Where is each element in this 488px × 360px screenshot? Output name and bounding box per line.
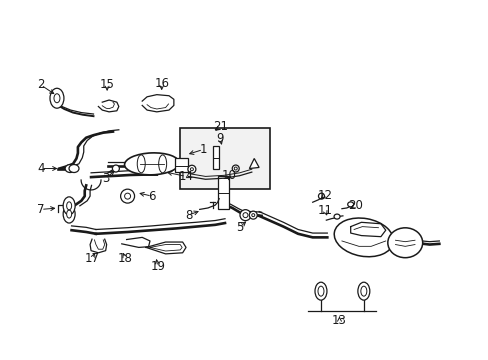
- Bar: [212, 146, 218, 169]
- Ellipse shape: [50, 88, 64, 108]
- Ellipse shape: [318, 193, 324, 199]
- Ellipse shape: [124, 193, 130, 199]
- Ellipse shape: [232, 165, 239, 172]
- Text: 16: 16: [154, 77, 169, 90]
- Ellipse shape: [360, 286, 366, 296]
- Ellipse shape: [333, 218, 393, 257]
- Ellipse shape: [357, 282, 369, 300]
- Ellipse shape: [317, 286, 324, 296]
- Ellipse shape: [314, 282, 326, 300]
- Text: 17: 17: [85, 252, 100, 265]
- Ellipse shape: [234, 167, 237, 170]
- Ellipse shape: [158, 155, 166, 173]
- Text: 20: 20: [347, 199, 362, 212]
- Text: 4: 4: [37, 162, 44, 175]
- Text: 5: 5: [235, 221, 243, 234]
- Polygon shape: [249, 158, 259, 168]
- Ellipse shape: [137, 155, 145, 173]
- Text: 14: 14: [178, 170, 193, 183]
- Text: 9: 9: [216, 132, 224, 145]
- Ellipse shape: [63, 197, 75, 215]
- Text: 7: 7: [37, 203, 44, 216]
- Text: 6: 6: [148, 190, 155, 203]
- Ellipse shape: [66, 210, 71, 218]
- Ellipse shape: [63, 205, 75, 223]
- Ellipse shape: [54, 94, 60, 103]
- Ellipse shape: [124, 153, 179, 175]
- Ellipse shape: [65, 165, 75, 172]
- Ellipse shape: [243, 213, 247, 218]
- Text: 10: 10: [221, 169, 236, 182]
- Text: 13: 13: [331, 314, 346, 327]
- Text: 2: 2: [37, 78, 44, 91]
- Text: 1: 1: [199, 143, 206, 156]
- Ellipse shape: [69, 165, 79, 172]
- Ellipse shape: [249, 211, 257, 219]
- Text: 11: 11: [317, 204, 332, 217]
- Text: 3: 3: [102, 172, 109, 185]
- Text: 21: 21: [212, 121, 227, 134]
- Ellipse shape: [251, 213, 254, 217]
- Ellipse shape: [347, 202, 353, 207]
- Ellipse shape: [112, 165, 119, 172]
- Ellipse shape: [66, 202, 71, 210]
- Text: 15: 15: [100, 78, 114, 91]
- Bar: [218, 176, 228, 209]
- Bar: [180, 128, 270, 189]
- Text: 8: 8: [184, 209, 192, 222]
- Ellipse shape: [333, 214, 339, 219]
- Text: 19: 19: [150, 260, 165, 273]
- Ellipse shape: [187, 165, 196, 173]
- Ellipse shape: [240, 210, 250, 221]
- Text: 18: 18: [118, 252, 132, 265]
- Ellipse shape: [387, 228, 422, 258]
- Ellipse shape: [121, 189, 134, 203]
- Text: 12: 12: [317, 189, 332, 202]
- Bar: [175, 158, 187, 172]
- Ellipse shape: [190, 168, 193, 171]
